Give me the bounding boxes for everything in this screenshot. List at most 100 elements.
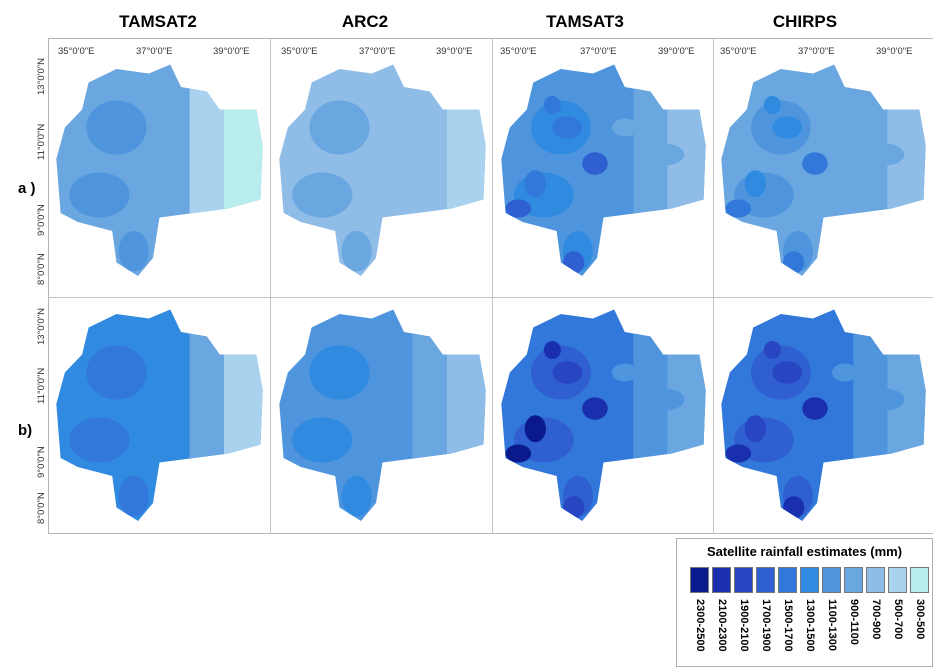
rainfall-zone xyxy=(612,118,638,137)
legend-swatch xyxy=(734,567,753,593)
rainfall-zone xyxy=(309,345,370,400)
rainfall-zone xyxy=(853,309,892,521)
rainfall-zone xyxy=(633,64,672,276)
lat-label: 13°0'0"N xyxy=(36,58,47,95)
column-title-tamsat2: TAMSAT2 xyxy=(119,12,197,31)
legend: Satellite rainfall estimates (mm) 2300-2… xyxy=(676,538,933,667)
legend-swatch-label: 1900-2100 xyxy=(738,599,750,652)
legend-swatch-label: 1300-1500 xyxy=(804,599,816,652)
rainfall-zone xyxy=(832,363,858,382)
legend-swatch xyxy=(712,567,731,593)
lon-label: 35°0'0"E xyxy=(281,46,318,57)
row-divider xyxy=(48,297,933,298)
rainfall-zone xyxy=(224,64,263,276)
lon-label: 39°0'0"E xyxy=(876,46,913,57)
rainfall-hotspot xyxy=(744,415,766,443)
rainfall-zone xyxy=(118,476,149,517)
rainfall-zone xyxy=(69,417,130,463)
column-title-arc2: ARC2 xyxy=(341,12,389,31)
rainfall-zone xyxy=(641,388,685,411)
lat-label: 13°0'0"N xyxy=(36,308,47,345)
legend-swatch-label: 300-500 xyxy=(914,599,926,640)
rainfall-map-panel xyxy=(721,64,926,276)
legend-swatch-label: 2100-2300 xyxy=(716,599,728,652)
rainfall-zone xyxy=(189,64,229,276)
rainfall-hotspot xyxy=(563,251,585,274)
rainfall-zone xyxy=(853,64,892,276)
legend-swatch xyxy=(822,567,841,593)
rainfall-hotspot xyxy=(552,116,583,139)
lat-label: 9°0'0"N xyxy=(36,204,47,236)
lon-label: 37°0'0"E xyxy=(136,46,173,57)
rainfall-zone xyxy=(633,309,672,521)
rainfall-zone xyxy=(86,345,147,400)
rainfall-map-panel xyxy=(501,64,706,276)
rainfall-zone xyxy=(861,388,905,411)
rainfall-hotspot xyxy=(505,444,532,463)
lon-label: 37°0'0"E xyxy=(359,46,396,57)
rainfall-hotspot xyxy=(563,496,585,519)
legend-swatch-label: 900-1100 xyxy=(848,599,860,645)
legend-swatch-label: 2300-2500 xyxy=(694,599,706,652)
rainfall-hotspot xyxy=(582,397,608,420)
rainfall-zone xyxy=(412,309,452,521)
row-label-b: b) xyxy=(18,422,33,439)
panel-divider xyxy=(270,38,271,534)
lon-label: 35°0'0"E xyxy=(720,46,757,57)
legend-title: Satellite rainfall estimates (mm) xyxy=(706,544,903,559)
rainfall-zone xyxy=(447,64,486,276)
legend-swatch xyxy=(888,567,907,593)
rainfall-hotspot xyxy=(802,152,828,175)
panel-divider xyxy=(713,38,714,534)
rainfall-map-panel xyxy=(721,309,926,521)
lon-label: 39°0'0"E xyxy=(658,46,695,57)
legend-swatch xyxy=(800,567,819,593)
lat-label: 11°0'0"N xyxy=(36,367,47,404)
rainfall-zone xyxy=(86,100,147,155)
rainfall-map-panel xyxy=(279,309,486,521)
map-grid-frame xyxy=(48,38,933,534)
rainfall-hotspot xyxy=(543,341,561,359)
legend-swatch xyxy=(866,567,885,593)
row-label-a: a ) xyxy=(18,180,36,197)
legend-swatch xyxy=(844,567,863,593)
rainfall-hotspot xyxy=(783,496,805,519)
rainfall-hotspot xyxy=(772,361,803,384)
legend-swatch xyxy=(778,567,797,593)
rainfall-zone xyxy=(667,64,706,276)
legend-swatch-label: 1700-1900 xyxy=(760,599,772,652)
legend-swatch xyxy=(756,567,775,593)
rainfall-hotspot xyxy=(582,152,608,175)
rainfall-hotspot xyxy=(744,170,766,198)
legend-swatch-label: 1100-1300 xyxy=(826,599,838,651)
rainfall-zone xyxy=(832,118,858,137)
legend-swatch xyxy=(690,567,709,593)
rainfall-zone xyxy=(412,64,452,276)
lon-label: 37°0'0"E xyxy=(798,46,835,57)
rainfall-hotspot xyxy=(524,170,546,198)
rainfall-zone xyxy=(667,309,706,521)
rainfall-hotspot xyxy=(552,361,583,384)
rainfall-hotspot xyxy=(772,116,803,139)
rainfall-zone xyxy=(309,100,370,155)
panel-divider xyxy=(492,38,493,534)
rainfall-map-panel xyxy=(279,64,486,276)
column-title-tamsat3: TAMSAT3 xyxy=(546,12,624,31)
rainfall-zone xyxy=(118,231,149,272)
lon-label: 35°0'0"E xyxy=(500,46,537,57)
rainfall-zone xyxy=(341,476,372,517)
rainfall-hotspot xyxy=(802,397,828,420)
rainfall-zone xyxy=(641,143,685,166)
lat-label: 8°0'0"N xyxy=(36,253,47,285)
rainfall-zone xyxy=(69,172,130,218)
rainfall-hotspot xyxy=(543,96,561,114)
lon-label: 39°0'0"E xyxy=(436,46,473,57)
lat-label: 8°0'0"N xyxy=(36,492,47,524)
rainfall-hotspot xyxy=(725,199,752,218)
rainfall-zone xyxy=(861,143,905,166)
rainfall-zone xyxy=(341,231,372,272)
legend-swatch xyxy=(910,567,929,593)
legend-swatch-label: 500-700 xyxy=(892,599,904,640)
lat-label: 11°0'0"N xyxy=(36,123,47,160)
legend-swatch-label: 1500-1700 xyxy=(782,599,794,652)
